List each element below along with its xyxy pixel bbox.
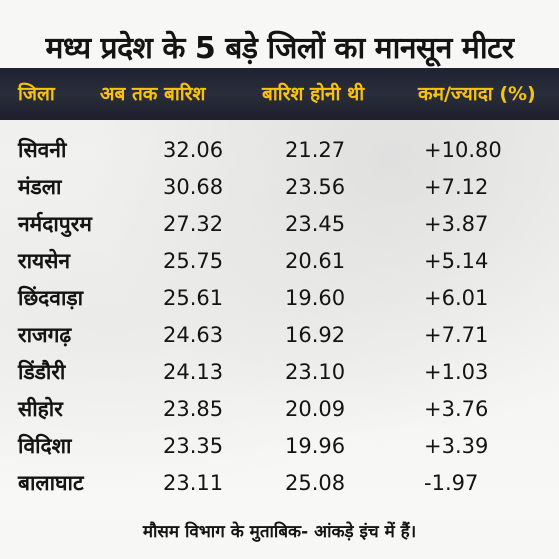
district-cell: विदिशा [18,434,72,458]
difference-cell: +5.14 [424,249,489,273]
district-cell: सीहोर [18,397,63,421]
rainfall-so-far-cell: 24.13 [163,360,224,384]
expected-rainfall-cell: 23.10 [285,360,346,384]
expected-rainfall-cell: 20.09 [285,397,346,421]
difference-cell: +7.71 [424,323,489,347]
column-header-district: जिला [18,83,55,105]
expected-rainfall-cell: 20.61 [285,249,346,273]
rainfall-so-far-cell: 30.68 [163,175,224,199]
district-cell: डिंडौरी [18,360,66,384]
table-row: छिंदवाड़ा 25.61 19.60 +6.01 [0,281,559,316]
table-row: नर्मदापुरम 27.32 23.45 +3.87 [0,207,559,242]
column-header-expected-rainfall: बारिश होनी थी [262,83,365,105]
table-row: राजगढ़ 24.63 16.92 +7.71 [0,318,559,353]
difference-cell: +1.03 [424,360,489,384]
difference-cell: +7.12 [424,175,489,199]
difference-cell: +3.76 [424,397,489,421]
district-cell: बालाघाट [18,471,84,495]
difference-cell: +10.80 [424,138,502,162]
column-header-rainfall-so-far: अब तक बारिश [100,83,206,105]
rainfall-so-far-cell: 23.11 [163,471,224,495]
expected-rainfall-cell: 23.45 [285,212,346,236]
table-row: सीहोर 23.85 20.09 +3.76 [0,392,559,427]
table-row: बालाघाट 23.11 25.08 -1.97 [0,466,559,501]
rainfall-so-far-cell: 25.75 [163,249,224,273]
column-header-difference: कम/ज्यादा (%) [418,83,536,105]
difference-cell: +3.87 [424,212,489,236]
district-cell: सिवनी [18,138,67,162]
table-row: रायसेन 25.75 20.61 +5.14 [0,244,559,279]
district-cell: मंडला [18,175,62,199]
page-title: मध्य प्रदेश के 5 बड़े जिलों का मानसून मी… [45,31,514,66]
rainfall-so-far-cell: 23.35 [163,434,224,458]
expected-rainfall-cell: 21.27 [285,138,346,162]
table-row: डिंडौरी 24.13 23.10 +1.03 [0,355,559,390]
table-row: विदिशा 23.35 19.96 +3.39 [0,429,559,464]
expected-rainfall-cell: 23.56 [285,175,346,199]
expected-rainfall-cell: 25.08 [285,471,346,495]
rainfall-so-far-cell: 24.63 [163,323,224,347]
difference-cell: -1.97 [424,471,479,495]
source-note: मौसम विभाग के मुताबिक- आंकड़े इंच में है… [142,522,417,542]
expected-rainfall-cell: 19.60 [285,286,346,310]
difference-cell: +6.01 [424,286,489,310]
table-header: जिला अब तक बारिश बारिश होनी थी कम/ज्यादा… [0,68,559,120]
rainfall-so-far-cell: 27.32 [163,212,224,236]
rainfall-so-far-cell: 23.85 [163,397,224,421]
rainfall-so-far-cell: 32.06 [163,138,224,162]
difference-cell: +3.39 [424,434,489,458]
district-cell: नर्मदापुरम [18,212,92,236]
district-cell: छिंदवाड़ा [18,286,84,310]
district-cell: राजगढ़ [18,323,72,347]
table-row: मंडला 30.68 23.56 +7.12 [0,170,559,205]
rainfall-so-far-cell: 25.61 [163,286,224,310]
expected-rainfall-cell: 16.92 [285,323,346,347]
table-body: सिवनी 32.06 21.27 +10.80 मंडला 30.68 23.… [0,120,559,520]
district-cell: रायसेन [18,249,71,273]
expected-rainfall-cell: 19.96 [285,434,346,458]
table-row: सिवनी 32.06 21.27 +10.80 [0,133,559,168]
